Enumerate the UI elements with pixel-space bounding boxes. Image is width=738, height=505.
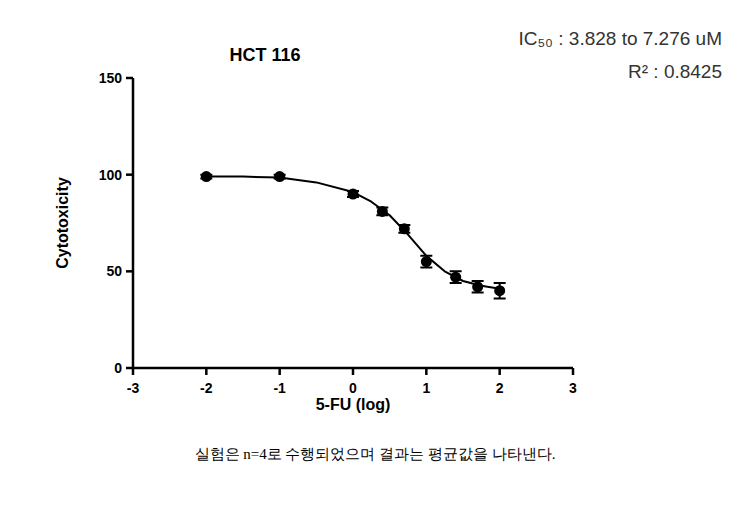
x-tick xyxy=(132,368,135,375)
x-axis-label: 5-FU (log) xyxy=(316,396,391,413)
y-tick xyxy=(126,173,133,176)
x-tick xyxy=(498,368,501,375)
error-bar xyxy=(420,256,432,268)
y-tick-label: 50 xyxy=(106,263,122,279)
x-tick-label: 1 xyxy=(422,380,430,396)
x-tick xyxy=(572,368,575,375)
caption: 실험은 n=4로 수행되었으며 결과는 평균값을 나타낸다. xyxy=(195,446,556,462)
y-tick-label: 100 xyxy=(99,167,123,183)
x-tick-label: 0 xyxy=(349,380,357,396)
point xyxy=(399,223,410,234)
fit-curve xyxy=(206,177,499,289)
x-tick-label: -1 xyxy=(273,380,286,396)
y-axis xyxy=(132,78,135,368)
point xyxy=(494,285,505,296)
y-tick-label: 150 xyxy=(99,70,123,86)
y-tick xyxy=(126,270,133,273)
y-tick-label: 0 xyxy=(114,360,122,376)
error-bar xyxy=(494,283,506,298)
y-tick xyxy=(126,77,133,80)
x-tick xyxy=(278,368,281,375)
x-tick-label: 2 xyxy=(496,380,504,396)
x-tick-label: -3 xyxy=(127,380,140,396)
annotation: R² : 0.8425 xyxy=(628,61,722,82)
y-axis-label: Cytotoxicity xyxy=(54,177,71,269)
plot-area xyxy=(200,171,505,298)
x-tick-label: -2 xyxy=(200,380,213,396)
chart: HCT 116 IC₅₀ : 3.828 to 7.276 uM R² : 0.84… xyxy=(0,0,738,505)
x-tick-label: 3 xyxy=(569,380,577,396)
x-tick xyxy=(352,368,355,375)
title: HCT 116 xyxy=(229,45,300,65)
x-tick xyxy=(205,368,208,375)
annotation: IC₅₀ : 3.828 to 7.276 uM xyxy=(518,28,722,49)
x-tick xyxy=(425,368,428,375)
